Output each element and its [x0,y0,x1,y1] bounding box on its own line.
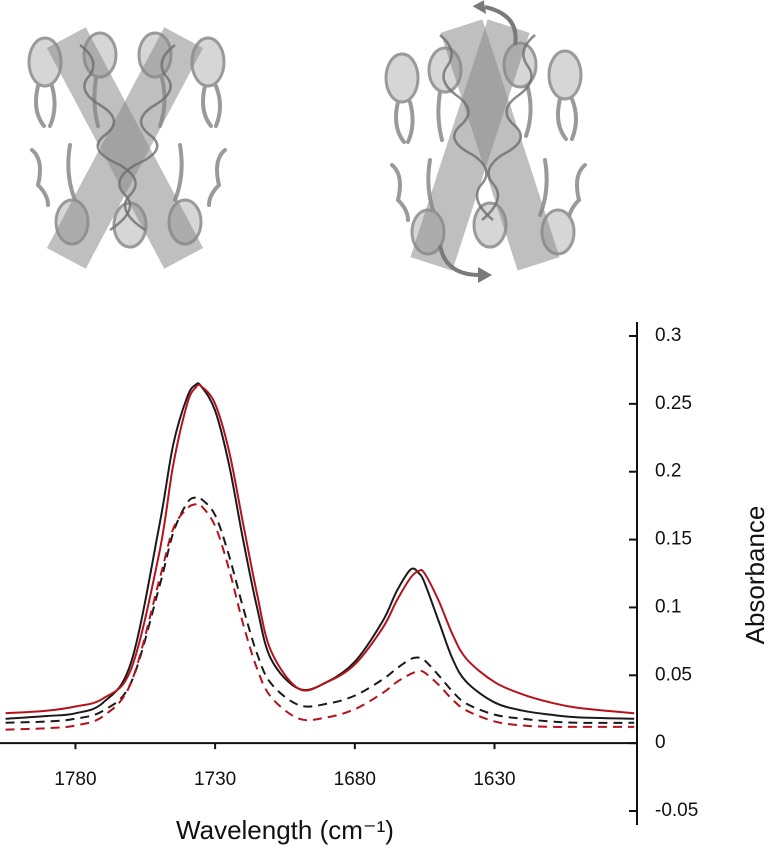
y-tick-label: 0.05 [655,664,692,685]
x-tick-label: 1630 [473,769,515,790]
spectrum-line [5,383,635,715]
spectrum-line [5,502,635,731]
x-axis-title: Wavelength (cm⁻¹) [176,815,394,845]
x-tick-label: 1730 [194,769,236,790]
spectrum-line [5,382,635,720]
membrane-illustration [27,27,227,269]
y-tick-label: 0 [655,732,666,753]
y-axis-title: Absorbance [740,506,770,645]
y-tick-label: 0.15 [655,529,692,550]
spectrum-line [5,495,635,724]
membrane-illustration [384,0,587,283]
x-tick-label: 1680 [334,769,376,790]
y-tick-label: 0.1 [655,596,681,617]
y-tick-label: 0.3 [655,325,681,346]
x-tick-label: 1780 [54,769,96,790]
y-tick-label: 0.25 [655,393,692,414]
y-tick-label: -0.05 [655,800,698,821]
y-tick-label: 0.2 [655,461,681,482]
